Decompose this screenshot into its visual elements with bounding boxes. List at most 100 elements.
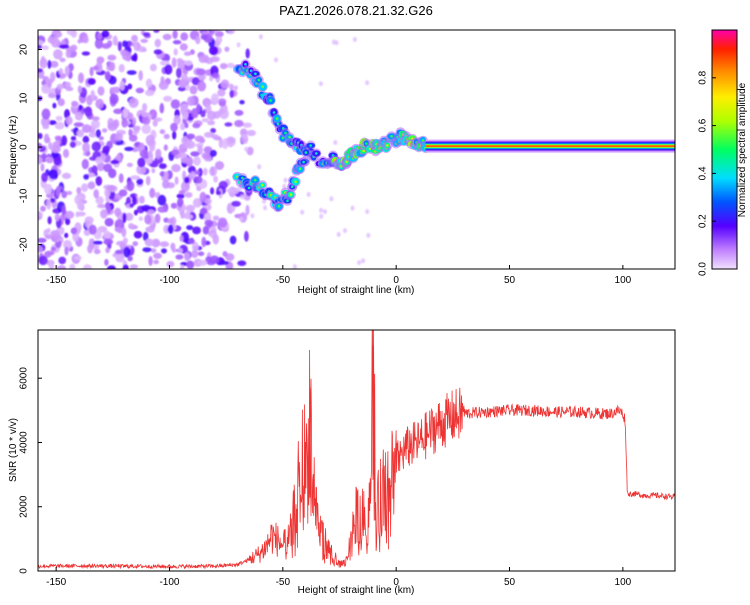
- noise-cell: [246, 146, 254, 156]
- y-tick-label: 6000: [19, 367, 30, 390]
- noise-cell: [193, 156, 201, 166]
- noise-cell: [133, 42, 138, 51]
- noise-cell: [333, 140, 338, 145]
- noise-cell: [56, 32, 63, 37]
- noise-cell: [226, 62, 235, 69]
- noise-cell: [197, 167, 203, 177]
- spectrogram-x-ticks: -150 -100 -50 0 50 100: [46, 265, 632, 286]
- x-tick-label: -50: [276, 577, 291, 588]
- noise-cell: [82, 264, 92, 269]
- colorbar: 0.0 0.2 0.4 0.6 0.8 Normalized spectral ampl…: [698, 29, 748, 276]
- noise-cell: [319, 213, 324, 219]
- noise-cell: [179, 235, 184, 242]
- x-tick-label: 50: [504, 275, 516, 286]
- noise-cell: [334, 40, 339, 46]
- noise-cell: [274, 57, 278, 63]
- noise-cell: [77, 200, 84, 211]
- noise-cell: [184, 122, 189, 129]
- noise-cell: [104, 258, 109, 266]
- snr-y-ticks: 0 2000 4000 6000: [19, 367, 42, 574]
- signal-core: [286, 199, 289, 203]
- noise-cell: [137, 157, 146, 168]
- colorbar-ticks: 0.0 0.2 0.4 0.6 0.8: [698, 70, 716, 276]
- noise-cell: [65, 217, 71, 226]
- noise-cell: [82, 35, 89, 44]
- snr-x-label: Height of straight line (km): [298, 585, 415, 596]
- noise-cell: [191, 250, 199, 259]
- noise-cell: [187, 96, 195, 107]
- noise-cell: [38, 237, 47, 243]
- noise-cell: [149, 144, 156, 152]
- noise-cell: [148, 256, 153, 266]
- signal-core: [247, 186, 251, 190]
- noise-cell: [250, 213, 255, 219]
- signal-core: [365, 142, 368, 145]
- noise-cell: [58, 256, 67, 265]
- noise-cell: [181, 181, 190, 192]
- noise-cell: [138, 70, 143, 81]
- noise-cell: [101, 30, 110, 38]
- noise-cell: [107, 265, 116, 269]
- colorbar-tick-label: 0.0: [698, 262, 709, 276]
- noise-cell: [73, 255, 82, 261]
- noise-cell: [71, 100, 78, 107]
- x-tick-label: -50: [276, 275, 291, 286]
- noise-cell: [120, 49, 128, 56]
- noise-cell: [147, 209, 155, 214]
- signal-core: [254, 72, 257, 76]
- noise-cell: [166, 260, 175, 268]
- noise-cell: [151, 168, 156, 174]
- noise-cell: [357, 260, 362, 266]
- noise-cell: [38, 255, 48, 266]
- noise-cell: [180, 104, 187, 116]
- noise-cell: [192, 226, 202, 235]
- noise-cell: [78, 104, 83, 111]
- noise-cell: [130, 175, 141, 180]
- signal-core: [289, 193, 293, 196]
- noise-cell: [40, 163, 45, 172]
- signal-core: [261, 85, 265, 88]
- noise-cell: [183, 51, 192, 56]
- noise-cell: [50, 230, 60, 237]
- noise-cell: [121, 227, 127, 238]
- noise-cell: [180, 157, 191, 164]
- noise-cell: [45, 234, 53, 240]
- noise-cell: [153, 49, 163, 55]
- noise-cell: [323, 209, 327, 215]
- noise-cell: [82, 107, 92, 112]
- noise-cell: [246, 129, 256, 137]
- noise-cell: [38, 246, 44, 253]
- noise-cell: [292, 264, 297, 269]
- noise-cell: [140, 149, 149, 159]
- noise-cell: [212, 234, 219, 245]
- noise-cell: [91, 116, 100, 121]
- noise-cell: [98, 136, 104, 141]
- noise-cell: [186, 260, 195, 269]
- x-tick-label: -150: [46, 275, 66, 286]
- noise-cell: [45, 137, 51, 143]
- noise-cell: [133, 209, 138, 216]
- noise-cell: [218, 100, 226, 107]
- noise-cell: [91, 141, 102, 152]
- noise-cell: [180, 32, 189, 41]
- noise-cell: [95, 196, 104, 205]
- noise-cell: [109, 93, 119, 105]
- signal-core: [294, 180, 298, 184]
- noise-cell: [350, 205, 355, 211]
- noise-cell: [214, 161, 225, 170]
- noise-cell: [47, 60, 52, 69]
- noise-cell: [217, 217, 228, 228]
- noise-cell: [40, 205, 46, 212]
- noise-cell: [92, 65, 99, 71]
- noise-cell: [114, 133, 123, 141]
- noise-cell: [162, 33, 172, 41]
- noise-cell: [106, 184, 117, 192]
- noise-cell: [89, 66, 94, 77]
- noise-cell: [94, 38, 103, 49]
- noise-cell: [38, 142, 43, 150]
- noise-cell: [51, 151, 59, 159]
- noise-cell: [148, 157, 153, 164]
- noise-cell: [74, 111, 83, 121]
- noise-cell: [93, 189, 99, 199]
- noise-cell: [245, 48, 250, 59]
